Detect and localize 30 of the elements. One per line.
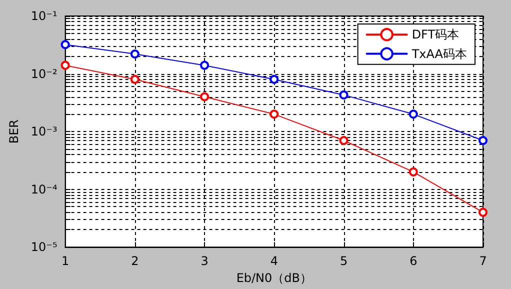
point [130,74,140,84]
point [200,60,210,70]
y-tick-label: 10⁻² [30,66,58,81]
point [200,92,210,102]
point [339,136,348,145]
x-tick-label: 5 [340,254,348,268]
legend-label: DFT码本 [412,28,460,42]
x-tick-label: 7 [479,254,487,268]
x-tick-label: 1 [61,254,70,268]
x-tick-label: 6 [410,254,418,268]
point [408,167,418,176]
point [478,208,488,217]
point [60,60,70,70]
x-tick-label: 4 [270,254,278,268]
y-tick-label: 10⁻³ [30,124,58,139]
point [130,49,140,58]
legend-label: TxAA码本 [410,46,468,61]
y-tick-label: 10⁻⁴ [30,182,58,196]
y-tick-label: 10⁻¹ [30,9,58,23]
point [408,110,418,119]
x-tick-label: 2 [131,254,139,268]
point [339,90,348,100]
point [270,74,279,84]
x-axis-title: Eb/N0（dB） [236,271,312,285]
point [270,110,279,119]
y-tick-label: 10⁻⁵ [30,240,58,254]
y-axis-title: BER [7,119,21,144]
point [60,40,70,50]
x-tick-label: 3 [200,254,208,268]
point [478,136,488,145]
